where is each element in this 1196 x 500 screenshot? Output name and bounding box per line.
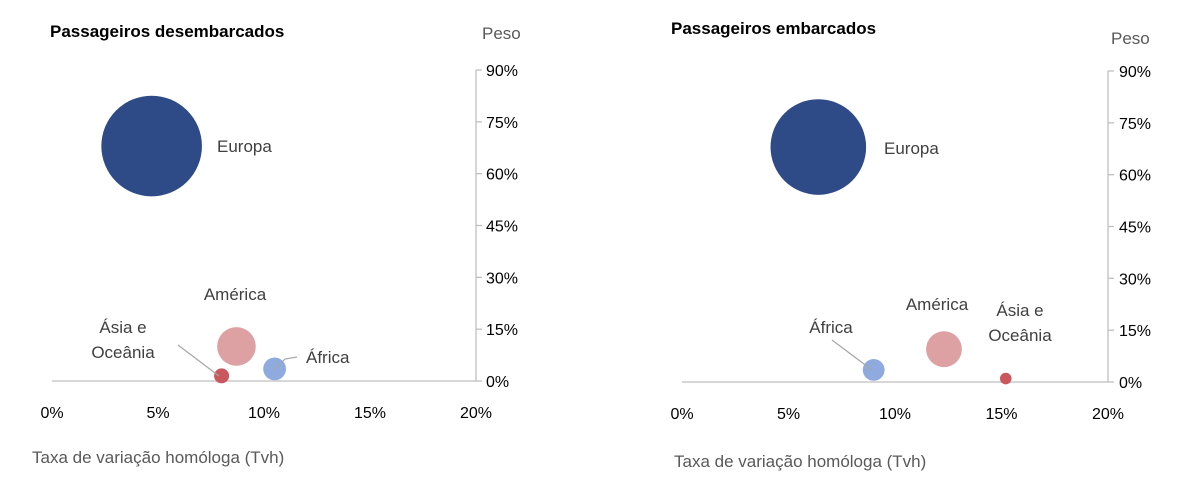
axes (52, 69, 482, 382)
axes (682, 70, 1114, 383)
leader-line (831, 339, 873, 371)
bubble-label-line: Oceânia (988, 326, 1052, 345)
y-tick-label: 60% (486, 167, 518, 184)
bubble-label: África (306, 348, 350, 367)
bubble (101, 95, 202, 197)
x-tick-label: 20% (460, 405, 492, 422)
bubble (999, 372, 1012, 385)
x-tick-label: 0% (670, 406, 693, 423)
x-axis-title: Taxa de variação homóloga (Tvh) (674, 452, 926, 471)
chart-title: Passageiros desembarcados (50, 22, 284, 41)
y-tick-label: 45% (486, 219, 518, 236)
y-axis-title: Peso (1111, 29, 1150, 48)
y-tick-label: 75% (1119, 116, 1151, 133)
y-tick-label: 0% (1119, 375, 1142, 392)
x-tick-label: 10% (879, 406, 911, 423)
y-tick-label: 45% (1119, 220, 1151, 237)
bubble (214, 368, 230, 384)
bubble-label: África (809, 318, 853, 337)
chart-panel-embarked: Passageiros embarcados Peso Taxa de vari… (670, 19, 1151, 471)
bubble-label-line: Ásia e (99, 318, 146, 337)
bubble-label: América (906, 295, 969, 314)
x-tick-label: 0% (40, 405, 63, 422)
x-tick-label: 5% (777, 406, 800, 423)
y-tick-label: 90% (486, 63, 518, 80)
bubble (862, 359, 885, 381)
y-tick-label: 0% (486, 374, 509, 391)
bubble-label-line: Oceânia (91, 343, 155, 362)
x-tick-label: 10% (248, 405, 280, 422)
bubble-label: Europa (217, 137, 272, 156)
bubble-label: Ásia e Oceânia (988, 301, 1052, 345)
bubble-labels: Europa América África Ásia e Oceânia (809, 139, 1052, 371)
bubble (217, 327, 256, 366)
bubble-labels: Europa América África Ásia e Oceânia (91, 137, 350, 377)
chart-panel-disembarked: Passageiros desembarcados Peso Taxa de v… (32, 22, 521, 467)
chart-title: Passageiros embarcados (671, 19, 876, 38)
y-tick-label: 75% (486, 115, 518, 132)
x-tick-label: 15% (985, 406, 1017, 423)
y-tick-label: 90% (1119, 64, 1151, 81)
tick-labels: 0% 15% 30% 45% 60% 75% 90% 0% 5% 10% 15% 20% (670, 64, 1151, 423)
bubble-label: América (204, 285, 267, 304)
bubble (926, 331, 962, 368)
tick-labels: 0% 15% 30% 45% 60% 75% 90% 0% 5% 10% 15% 20% (40, 63, 518, 422)
bubbles (770, 99, 1012, 385)
y-tick-label: 60% (1119, 168, 1151, 185)
x-tick-label: 20% (1092, 406, 1124, 423)
y-axis-title: Peso (482, 24, 521, 43)
x-axis-title: Taxa de variação homóloga (Tvh) (32, 448, 284, 467)
y-tick-label: 15% (1119, 323, 1151, 340)
x-tick-label: 5% (146, 405, 169, 422)
bubble-label: Ásia e Oceânia (91, 318, 155, 362)
leader-line (177, 344, 220, 377)
bubble (770, 99, 867, 195)
leader-line (273, 356, 298, 371)
x-tick-label: 15% (354, 405, 386, 422)
y-tick-label: 30% (486, 270, 518, 287)
bubble-label: Europa (884, 139, 939, 158)
y-tick-label: 30% (1119, 271, 1151, 288)
y-tick-label: 15% (486, 322, 518, 339)
bubble-label-line: Ásia e (996, 301, 1043, 320)
